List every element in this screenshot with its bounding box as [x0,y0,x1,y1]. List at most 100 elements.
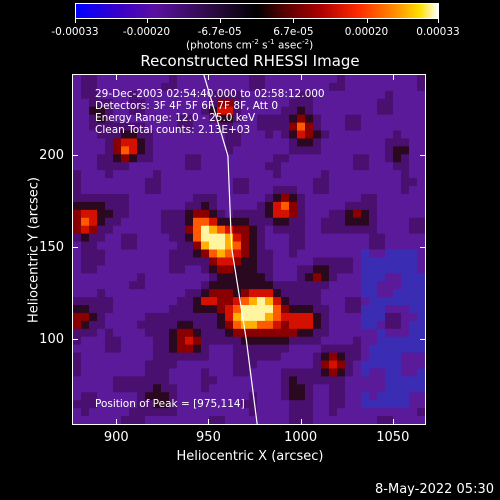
heatmap-cell [313,122,322,131]
heatmap-cell [377,241,386,250]
heatmap-cell [153,312,162,322]
heatmap-cell [225,328,234,338]
heatmap-cell [361,305,370,314]
heatmap-cell [201,130,210,139]
heatmap-cell [201,106,210,116]
heatmap-cell [393,312,402,322]
heatmap-cell [385,154,394,163]
heatmap-cell [321,408,330,417]
heatmap-cell [337,170,346,179]
heatmap-cell [249,162,258,171]
heatmap-cell [313,257,322,266]
heatmap-cell [337,162,346,171]
heatmap-cell [353,241,362,250]
heatmap-cell [185,122,194,131]
heatmap-cell [161,352,170,361]
heatmap-cell [113,352,122,361]
heatmap-cell [233,336,242,346]
heatmap-cell [337,328,346,338]
heatmap-cell [209,352,218,361]
heatmap-cell [321,193,330,203]
heatmap-cell [273,392,282,401]
heatmap-cell [193,400,202,409]
heatmap-cell [193,217,202,227]
heatmap-cell [377,130,386,139]
heatmap-cell [185,384,194,393]
heatmap-cell [153,225,162,235]
heatmap-cell [249,193,258,203]
heatmap-cell [369,360,378,369]
heatmap-cell [297,146,306,155]
heatmap-cell [329,265,338,274]
heatmap-cell [401,368,410,377]
heatmap-cell [97,209,106,219]
heatmap-cell [81,297,90,306]
heatmap-cell [89,82,98,92]
heatmap-cell [97,178,106,187]
heatmap-cell [353,225,362,235]
heatmap-cell [409,130,418,139]
heatmap-cell [345,392,354,401]
heatmap-cell [377,193,386,203]
heatmap-cell [185,130,194,139]
heatmap-cell [265,146,274,155]
heatmap-cell [249,233,258,242]
heatmap-cell [361,154,370,163]
heatmap-cell [257,257,266,266]
heatmap-cell [257,106,266,116]
heatmap-cell [321,376,330,385]
heatmap-cell [297,360,306,369]
heatmap-cell [393,416,402,424]
heatmap-cell [265,170,274,179]
colorbar-tick-label: 6.7e-05 [273,26,314,38]
heatmap-cell [137,400,146,409]
heatmap-cell [177,352,186,361]
heatmap-cell [369,368,378,377]
heatmap-cell [145,193,154,203]
heatmap-cell [305,138,314,147]
heatmap-cell [241,352,250,361]
heatmap-cell [385,257,394,266]
heatmap-cell [385,75,394,84]
heatmap-cell [409,90,418,100]
heatmap-cell [337,376,346,385]
heatmap-cell [209,170,218,179]
heatmap-cell [361,336,370,346]
heatmap-cell [361,273,370,282]
heatmap-cell [249,170,258,179]
heatmap-cell [201,186,210,195]
heatmap-cell [105,336,114,346]
heatmap-cell [329,408,338,417]
heatmap-cell [369,162,378,171]
heatmap-cell [305,328,314,338]
heatmap-cell [209,281,218,290]
heatmap-cell [305,416,314,424]
heatmap-cell [353,162,362,171]
heatmap-cell [161,217,170,227]
heatmap-cell [129,98,138,108]
heatmap-cell [289,328,298,338]
heatmap-cell [297,312,306,322]
heatmap-cell [273,82,282,92]
heatmap-cell [217,368,226,377]
heatmap-cell [417,376,425,385]
heatmap-cell [121,114,130,123]
heatmap-cell [329,336,338,346]
heatmap-cell [89,312,98,322]
heatmap-cell [137,408,146,417]
heatmap-cell [113,138,122,147]
heatmap-cell [353,82,362,92]
heatmap-cell [305,400,314,409]
heatmap-cell [185,114,194,123]
heatmap-cell [89,352,98,361]
heatmap-cell [313,162,322,171]
heatmap-cell [241,201,250,211]
heatmap-cell [257,233,266,242]
heatmap-cell [241,90,250,100]
heatmap-cell [265,114,274,123]
heatmap-cell [385,130,394,139]
heatmap-cell [393,352,402,361]
heatmap-cell [169,114,178,123]
heatmap-cell [209,130,218,139]
heatmap-cell [241,233,250,242]
